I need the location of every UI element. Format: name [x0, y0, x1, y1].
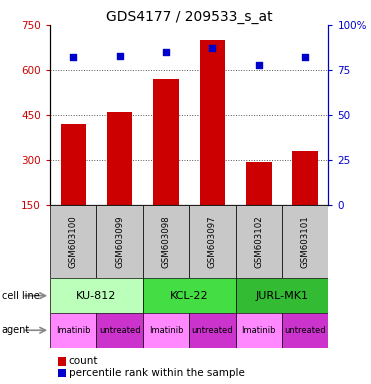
- Title: GDS4177 / 209533_s_at: GDS4177 / 209533_s_at: [106, 10, 273, 24]
- Text: percentile rank within the sample: percentile rank within the sample: [69, 368, 244, 378]
- Text: Imatinib: Imatinib: [242, 326, 276, 335]
- Bar: [282, 313, 328, 348]
- Bar: [189, 313, 236, 348]
- Text: cell line: cell line: [2, 291, 40, 301]
- Bar: [200, 40, 225, 205]
- Text: GSM603101: GSM603101: [301, 215, 310, 268]
- Text: untreated: untreated: [191, 326, 233, 335]
- Text: GSM603097: GSM603097: [208, 215, 217, 268]
- Bar: [143, 205, 189, 278]
- Bar: [96, 205, 143, 278]
- Bar: [282, 205, 328, 278]
- Bar: [236, 313, 282, 348]
- Bar: [236, 205, 282, 278]
- Text: GSM603100: GSM603100: [69, 215, 78, 268]
- Point: [256, 61, 262, 68]
- Bar: [143, 278, 236, 313]
- Text: GSM603102: GSM603102: [254, 215, 263, 268]
- Bar: [143, 313, 189, 348]
- Bar: [96, 313, 143, 348]
- Text: JURL-MK1: JURL-MK1: [256, 291, 308, 301]
- Bar: [236, 278, 328, 313]
- Text: KU-812: KU-812: [76, 291, 116, 301]
- Text: untreated: untreated: [99, 326, 141, 335]
- Point: [70, 55, 76, 61]
- Bar: [50, 313, 96, 348]
- Bar: [50, 205, 96, 278]
- Bar: [292, 151, 318, 205]
- Bar: [189, 205, 236, 278]
- Text: Imatinib: Imatinib: [56, 326, 91, 335]
- Text: agent: agent: [2, 325, 30, 335]
- Bar: [107, 112, 132, 205]
- Text: GSM603098: GSM603098: [161, 215, 171, 268]
- Point: [163, 49, 169, 55]
- Bar: [246, 162, 272, 205]
- Text: count: count: [69, 356, 98, 366]
- Text: KCL-22: KCL-22: [170, 291, 209, 301]
- Point: [302, 55, 308, 61]
- Bar: [60, 124, 86, 205]
- Bar: [153, 79, 179, 205]
- Point: [117, 53, 123, 59]
- Bar: [50, 278, 143, 313]
- Text: untreated: untreated: [284, 326, 326, 335]
- Text: Imatinib: Imatinib: [149, 326, 183, 335]
- Text: GSM603099: GSM603099: [115, 216, 124, 268]
- Point: [209, 45, 215, 51]
